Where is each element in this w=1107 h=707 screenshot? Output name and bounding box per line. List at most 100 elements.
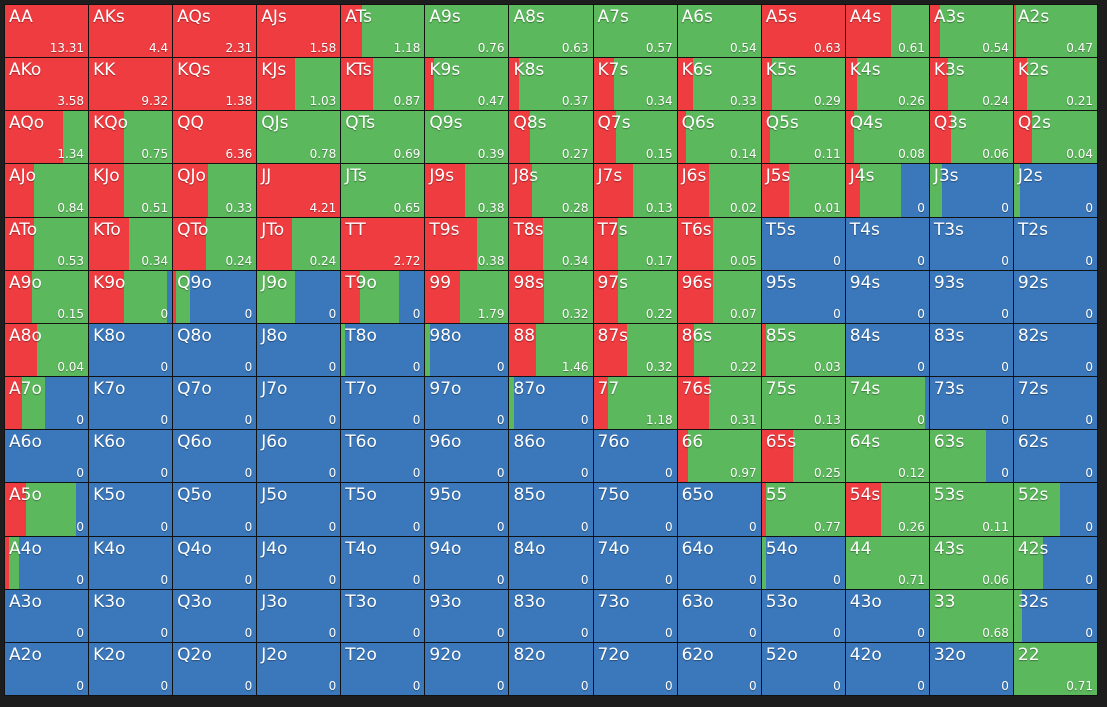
hand-cell-63s[interactable]: 63s 0 — [929, 430, 1013, 483]
hand-cell-KQo[interactable]: KQo 0.75 — [89, 111, 173, 164]
hand-cell-87o[interactable]: 87o 0 — [509, 377, 593, 430]
hand-cell-T2o[interactable]: T2o 0 — [341, 642, 425, 695]
hand-cell-72s[interactable]: 72s 0 — [1013, 377, 1097, 430]
hand-cell-T9s[interactable]: T9s 0.38 — [425, 217, 509, 270]
hand-cell-A4s[interactable]: A4s 0.61 — [845, 5, 929, 58]
hand-cell-Q6o[interactable]: Q6o 0 — [173, 430, 257, 483]
hand-cell-Q7o[interactable]: Q7o 0 — [173, 377, 257, 430]
hand-cell-65o[interactable]: 65o 0 — [677, 483, 761, 536]
hand-cell-K4s[interactable]: K4s 0.26 — [845, 58, 929, 111]
hand-cell-J2o[interactable]: J2o 0 — [257, 642, 341, 695]
hand-cell-94o[interactable]: 94o 0 — [425, 536, 509, 589]
hand-cell-J4o[interactable]: J4o 0 — [257, 536, 341, 589]
hand-cell-J3o[interactable]: J3o 0 — [257, 589, 341, 642]
hand-cell-A5s[interactable]: A5s 0.63 — [761, 5, 845, 58]
hand-cell-64s[interactable]: 64s 0.12 — [845, 430, 929, 483]
hand-cell-J9s[interactable]: J9s 0.38 — [425, 164, 509, 217]
hand-cell-92s[interactable]: 92s 0 — [1013, 270, 1097, 323]
hand-cell-AA[interactable]: AA 13.31 — [5, 5, 89, 58]
hand-cell-74o[interactable]: 74o 0 — [593, 536, 677, 589]
hand-cell-Q8o[interactable]: Q8o 0 — [173, 323, 257, 377]
hand-cell-Q3o[interactable]: Q3o 0 — [173, 589, 257, 642]
hand-cell-Q6s[interactable]: Q6s 0.14 — [677, 111, 761, 164]
hand-cell-86s[interactable]: 86s 0.22 — [677, 323, 761, 377]
hand-cell-JJ[interactable]: JJ 4.21 — [257, 164, 341, 217]
hand-cell-95s[interactable]: 95s 0 — [761, 270, 845, 323]
hand-cell-AQo[interactable]: AQo 1.34 — [5, 111, 89, 164]
hand-cell-A9o[interactable]: A9o 0.15 — [5, 270, 89, 323]
hand-cell-77[interactable]: 77 1.18 — [593, 377, 677, 430]
hand-cell-Q3s[interactable]: Q3s 0.06 — [929, 111, 1013, 164]
hand-cell-ATo[interactable]: ATo 0.53 — [5, 217, 89, 270]
hand-cell-K7o[interactable]: K7o 0 — [89, 377, 173, 430]
hand-cell-A8o[interactable]: A8o 0.04 — [5, 323, 89, 377]
hand-cell-66[interactable]: 66 0.97 — [677, 430, 761, 483]
hand-cell-Q4o[interactable]: Q4o 0 — [173, 536, 257, 589]
hand-cell-A7o[interactable]: A7o 0 — [5, 377, 89, 430]
hand-cell-J6s[interactable]: J6s 0.02 — [677, 164, 761, 217]
hand-cell-K8s[interactable]: K8s 0.37 — [509, 58, 593, 111]
hand-cell-AJo[interactable]: AJo 0.84 — [5, 164, 89, 217]
hand-cell-J4s[interactable]: J4s 0 — [845, 164, 929, 217]
hand-cell-63o[interactable]: 63o 0 — [677, 589, 761, 642]
hand-cell-96s[interactable]: 96s 0.07 — [677, 270, 761, 323]
hand-cell-93s[interactable]: 93s 0 — [929, 270, 1013, 323]
hand-cell-K4o[interactable]: K4o 0 — [89, 536, 173, 589]
hand-cell-J3s[interactable]: J3s 0 — [929, 164, 1013, 217]
hand-cell-54o[interactable]: 54o 0 — [761, 536, 845, 589]
hand-cell-J7s[interactable]: J7s 0.13 — [593, 164, 677, 217]
hand-cell-A2s[interactable]: A2s 0.47 — [1013, 5, 1097, 58]
hand-cell-T5s[interactable]: T5s 0 — [761, 217, 845, 270]
hand-cell-82o[interactable]: 82o 0 — [509, 642, 593, 695]
hand-cell-KTo[interactable]: KTo 0.34 — [89, 217, 173, 270]
hand-cell-Q9o[interactable]: Q9o 0 — [173, 270, 257, 323]
hand-cell-QQ[interactable]: QQ 6.36 — [173, 111, 257, 164]
hand-cell-T5o[interactable]: T5o 0 — [341, 483, 425, 536]
hand-cell-73s[interactable]: 73s 0 — [929, 377, 1013, 430]
hand-cell-T9o[interactable]: T9o 0 — [341, 270, 425, 323]
hand-cell-Q2o[interactable]: Q2o 0 — [173, 642, 257, 695]
hand-cell-Q5o[interactable]: Q5o 0 — [173, 483, 257, 536]
hand-cell-43s[interactable]: 43s 0.06 — [929, 536, 1013, 589]
hand-cell-KJs[interactable]: KJs 1.03 — [257, 58, 341, 111]
hand-cell-42s[interactable]: 42s 0 — [1013, 536, 1097, 589]
hand-cell-83o[interactable]: 83o 0 — [509, 589, 593, 642]
hand-cell-98o[interactable]: 98o 0 — [425, 323, 509, 377]
hand-cell-T3s[interactable]: T3s 0 — [929, 217, 1013, 270]
hand-cell-85o[interactable]: 85o 0 — [509, 483, 593, 536]
hand-cell-32s[interactable]: 32s 0 — [1013, 589, 1097, 642]
hand-cell-87s[interactable]: 87s 0.32 — [593, 323, 677, 377]
hand-cell-76s[interactable]: 76s 0.31 — [677, 377, 761, 430]
hand-cell-K9o[interactable]: K9o 0 — [89, 270, 173, 323]
hand-cell-J7o[interactable]: J7o 0 — [257, 377, 341, 430]
hand-cell-KJo[interactable]: KJo 0.51 — [89, 164, 173, 217]
hand-cell-K3s[interactable]: K3s 0.24 — [929, 58, 1013, 111]
hand-cell-72o[interactable]: 72o 0 — [593, 642, 677, 695]
hand-cell-55[interactable]: 55 0.77 — [761, 483, 845, 536]
hand-cell-Q2s[interactable]: Q2s 0.04 — [1013, 111, 1097, 164]
hand-cell-22[interactable]: 22 0.71 — [1013, 642, 1097, 695]
hand-cell-T7o[interactable]: T7o 0 — [341, 377, 425, 430]
hand-cell-86o[interactable]: 86o 0 — [509, 430, 593, 483]
hand-cell-T4o[interactable]: T4o 0 — [341, 536, 425, 589]
hand-cell-88[interactable]: 88 1.46 — [509, 323, 593, 377]
hand-cell-J5s[interactable]: J5s 0.01 — [761, 164, 845, 217]
hand-cell-T8s[interactable]: T8s 0.34 — [509, 217, 593, 270]
hand-cell-A7s[interactable]: A7s 0.57 — [593, 5, 677, 58]
hand-cell-44[interactable]: 44 0.71 — [845, 536, 929, 589]
hand-cell-Q5s[interactable]: Q5s 0.11 — [761, 111, 845, 164]
hand-cell-Q8s[interactable]: Q8s 0.27 — [509, 111, 593, 164]
hand-cell-K5o[interactable]: K5o 0 — [89, 483, 173, 536]
hand-cell-A6s[interactable]: A6s 0.54 — [677, 5, 761, 58]
hand-cell-K5s[interactable]: K5s 0.29 — [761, 58, 845, 111]
hand-cell-62o[interactable]: 62o 0 — [677, 642, 761, 695]
hand-cell-99[interactable]: 99 1.79 — [425, 270, 509, 323]
hand-cell-J6o[interactable]: J6o 0 — [257, 430, 341, 483]
hand-cell-QJs[interactable]: QJs 0.78 — [257, 111, 341, 164]
hand-cell-83s[interactable]: 83s 0 — [929, 323, 1013, 377]
hand-cell-A2o[interactable]: A2o 0 — [5, 642, 89, 695]
hand-cell-K6o[interactable]: K6o 0 — [89, 430, 173, 483]
hand-cell-84o[interactable]: 84o 0 — [509, 536, 593, 589]
hand-cell-74s[interactable]: 74s 0 — [845, 377, 929, 430]
hand-cell-85s[interactable]: 85s 0.03 — [761, 323, 845, 377]
